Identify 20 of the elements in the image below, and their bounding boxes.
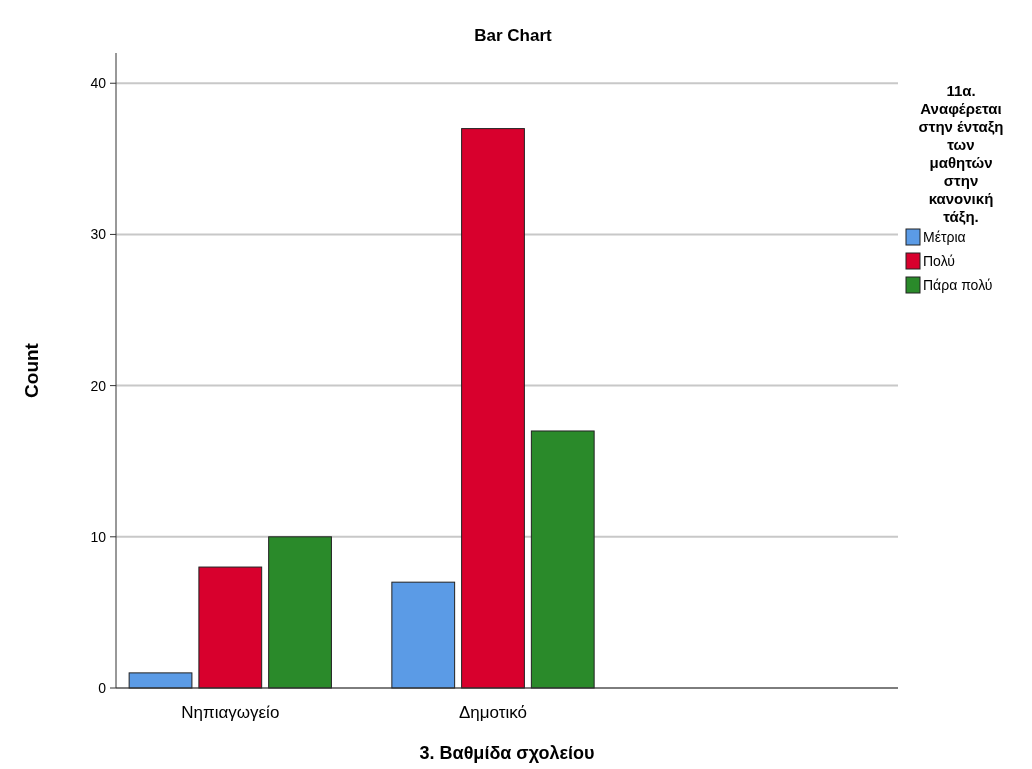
y-tick-label: 0 xyxy=(98,680,107,696)
y-tick-label: 10 xyxy=(90,528,107,545)
x-tick-label: Δημοτικό xyxy=(458,703,528,722)
bar xyxy=(530,430,595,689)
legend-label: Πολύ xyxy=(923,253,955,269)
legend-title: 11α. Αναφέρεται στην ένταξη των μαθητών στην κανονική τάξη. xyxy=(918,82,1004,225)
x-axis-title: 3. Βαθμίδα σχολείου xyxy=(419,743,595,763)
bar xyxy=(128,672,193,689)
bar xyxy=(461,128,525,689)
bar xyxy=(198,566,263,689)
bar xyxy=(268,536,332,689)
bar xyxy=(391,581,456,689)
y-tick-label: 40 xyxy=(90,75,107,92)
legend-label: Πάρα πολύ xyxy=(923,277,993,293)
legend-label: Μέτρια xyxy=(923,229,966,245)
x-tick-label: Νηπιαγωγείο xyxy=(181,703,280,722)
chart-title: Bar Chart xyxy=(474,26,553,45)
y-tick-label: 30 xyxy=(90,226,107,243)
y-tick-label: 20 xyxy=(90,377,107,394)
y-axis-title: Count xyxy=(21,342,42,398)
